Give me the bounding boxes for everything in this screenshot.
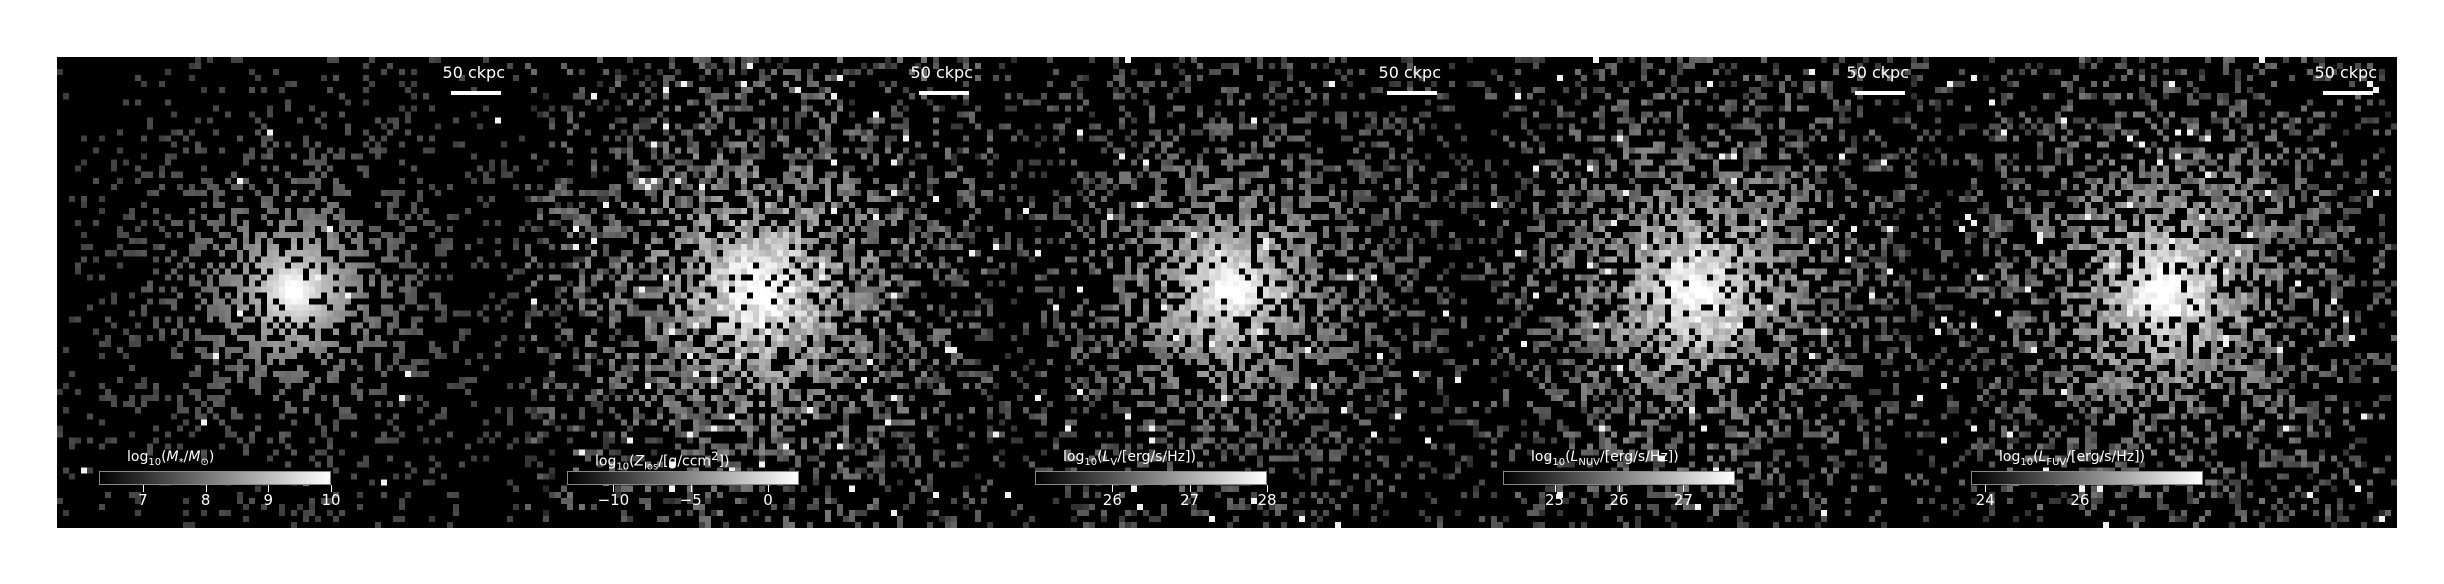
colorbar-tick [331, 485, 332, 492]
colorbar-label: log10(LNUV/[erg/s/Hz]) [1531, 449, 1679, 468]
colorbar-tick-label: 28 [1257, 491, 1277, 509]
colorbar-tick-label: −10 [597, 491, 630, 509]
colorbar-tick [1619, 485, 1620, 492]
colorbar-tick [690, 485, 692, 492]
luminosity-fuv-map [1929, 57, 2397, 528]
luminosity-v-map [993, 57, 1461, 528]
scalebar-label: 50 ckpc [1846, 63, 1909, 82]
colorbar-tick-label: 26 [2070, 491, 2090, 509]
colorbar-tick-label: 26 [1102, 491, 1122, 509]
colorbar [567, 471, 799, 485]
colorbar [1035, 471, 1267, 485]
colorbar-tick [205, 485, 207, 492]
colorbar-tick-label: 8 [200, 491, 211, 509]
colorbar-tick [1554, 485, 1556, 492]
scalebar-label: 50 ckpc [910, 63, 973, 82]
colorbar-tick [2079, 485, 2081, 492]
colorbar-tick [142, 485, 144, 492]
scalebar-line [451, 91, 501, 95]
colorbar-tick-label: 27 [1673, 491, 1693, 509]
colorbar-tick-label: 10 [321, 491, 341, 509]
colorbar [1971, 471, 2203, 485]
colorbar-tick-label: 25 [1545, 491, 1565, 509]
scalebar-line [2323, 91, 2373, 95]
scalebar-line [1855, 91, 1905, 95]
scalebar-line [1387, 91, 1437, 95]
colorbar-tick-label: 26 [1609, 491, 1629, 509]
colorbar-tick-label: −5 [679, 491, 702, 509]
metallicity-map [525, 57, 993, 528]
colorbar-tick-label: 24 [1975, 491, 1995, 509]
colorbar-tick-label: 9 [263, 491, 274, 509]
stellar-mass-map [57, 57, 525, 528]
colorbar-label: log10(Zlos/[g/ccm2]) [595, 449, 730, 473]
colorbar-tick [1683, 485, 1685, 492]
colorbar-tick-label: 7 [138, 491, 148, 509]
panel-metallicity: 50 ckpc log10(Zlos/[g/ccm2]) −10 −5 0 [525, 57, 993, 528]
colorbar-tick [268, 485, 270, 492]
scalebar-label: 50 ckpc [1378, 63, 1441, 82]
colorbar-tick [1985, 485, 1987, 492]
panel-luminosity-fuv: 50 ckpc log10(LFUV/[erg/s/Hz]) 24 26 [1929, 57, 2397, 528]
colorbar [1503, 471, 1735, 485]
colorbar-label: log10(LV/[erg/s/Hz]) [1063, 449, 1196, 468]
figure-strip: 50 ckpc log10(M*/M⊙) 7 8 9 10 50 ckpc log10… [57, 57, 2397, 528]
colorbar-tick [613, 485, 615, 492]
colorbar-tick-label: 0 [763, 491, 773, 509]
colorbar-label: log10(M*/M⊙) [127, 449, 215, 468]
panel-luminosity-v: 50 ckpc log10(LV/[erg/s/Hz]) 26 27 28 [993, 57, 1461, 528]
colorbar-tick [1112, 485, 1114, 492]
luminosity-nuv-map [1461, 57, 1929, 528]
colorbar-tick-label: 27 [1180, 491, 1200, 509]
colorbar-tick [1189, 485, 1191, 492]
colorbar-label: log10(LFUV/[erg/s/Hz]) [1999, 449, 2145, 468]
panel-luminosity-nuv: 50 ckpc log10(LNUV/[erg/s/Hz]) 25 26 27 [1461, 57, 1929, 528]
scalebar-label: 50 ckpc [442, 63, 505, 82]
colorbar-tick [1267, 485, 1268, 492]
colorbar [99, 471, 331, 485]
colorbar-tick [768, 485, 770, 492]
scalebar-label: 50 ckpc [2314, 63, 2377, 82]
scalebar-line [919, 91, 969, 95]
panel-stellar-mass: 50 ckpc log10(M*/M⊙) 7 8 9 10 [57, 57, 525, 528]
